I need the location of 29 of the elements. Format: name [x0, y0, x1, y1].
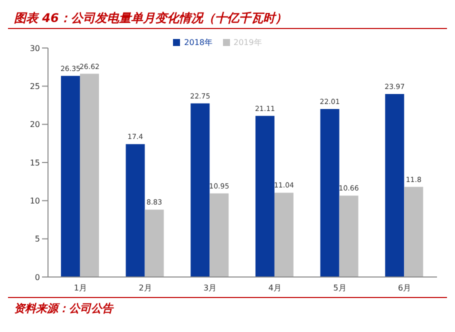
bar [210, 193, 229, 277]
bar [404, 186, 424, 277]
y-tick-label: 20 [30, 120, 40, 130]
bar [190, 103, 210, 277]
text: 资料来源：公司公告 [8, 297, 447, 316]
bar [144, 210, 164, 277]
legend-label: 2018年 [184, 38, 212, 47]
bar [339, 196, 358, 277]
y-tick-label: 15 [30, 158, 40, 168]
y-tick-label: 5 [34, 234, 40, 244]
y-tick-label: 0 [34, 272, 40, 282]
bar [80, 74, 99, 277]
x-tick-label: 1月 [74, 284, 87, 293]
chart-title: 图表 46：公司发电量单月变化情况（十亿千瓦时） [8, 8, 447, 29]
x-tick-label: 6月 [398, 284, 412, 293]
x-tick-label: 5月 [333, 284, 346, 293]
bar [255, 116, 274, 277]
y-tick-label: 10 [30, 196, 40, 206]
bar [274, 192, 294, 277]
y-tick-label: 30 [30, 44, 40, 53]
bar [385, 94, 404, 277]
bar [60, 76, 80, 277]
x-tick-label: 2月 [138, 284, 152, 293]
bar [320, 108, 340, 277]
x-tick-label: 3月 [204, 284, 217, 293]
bar [126, 144, 145, 277]
legend-label: 2019年 [234, 38, 262, 47]
y-tick-label: 25 [30, 82, 40, 92]
x-tick-label: 4月 [268, 284, 282, 293]
